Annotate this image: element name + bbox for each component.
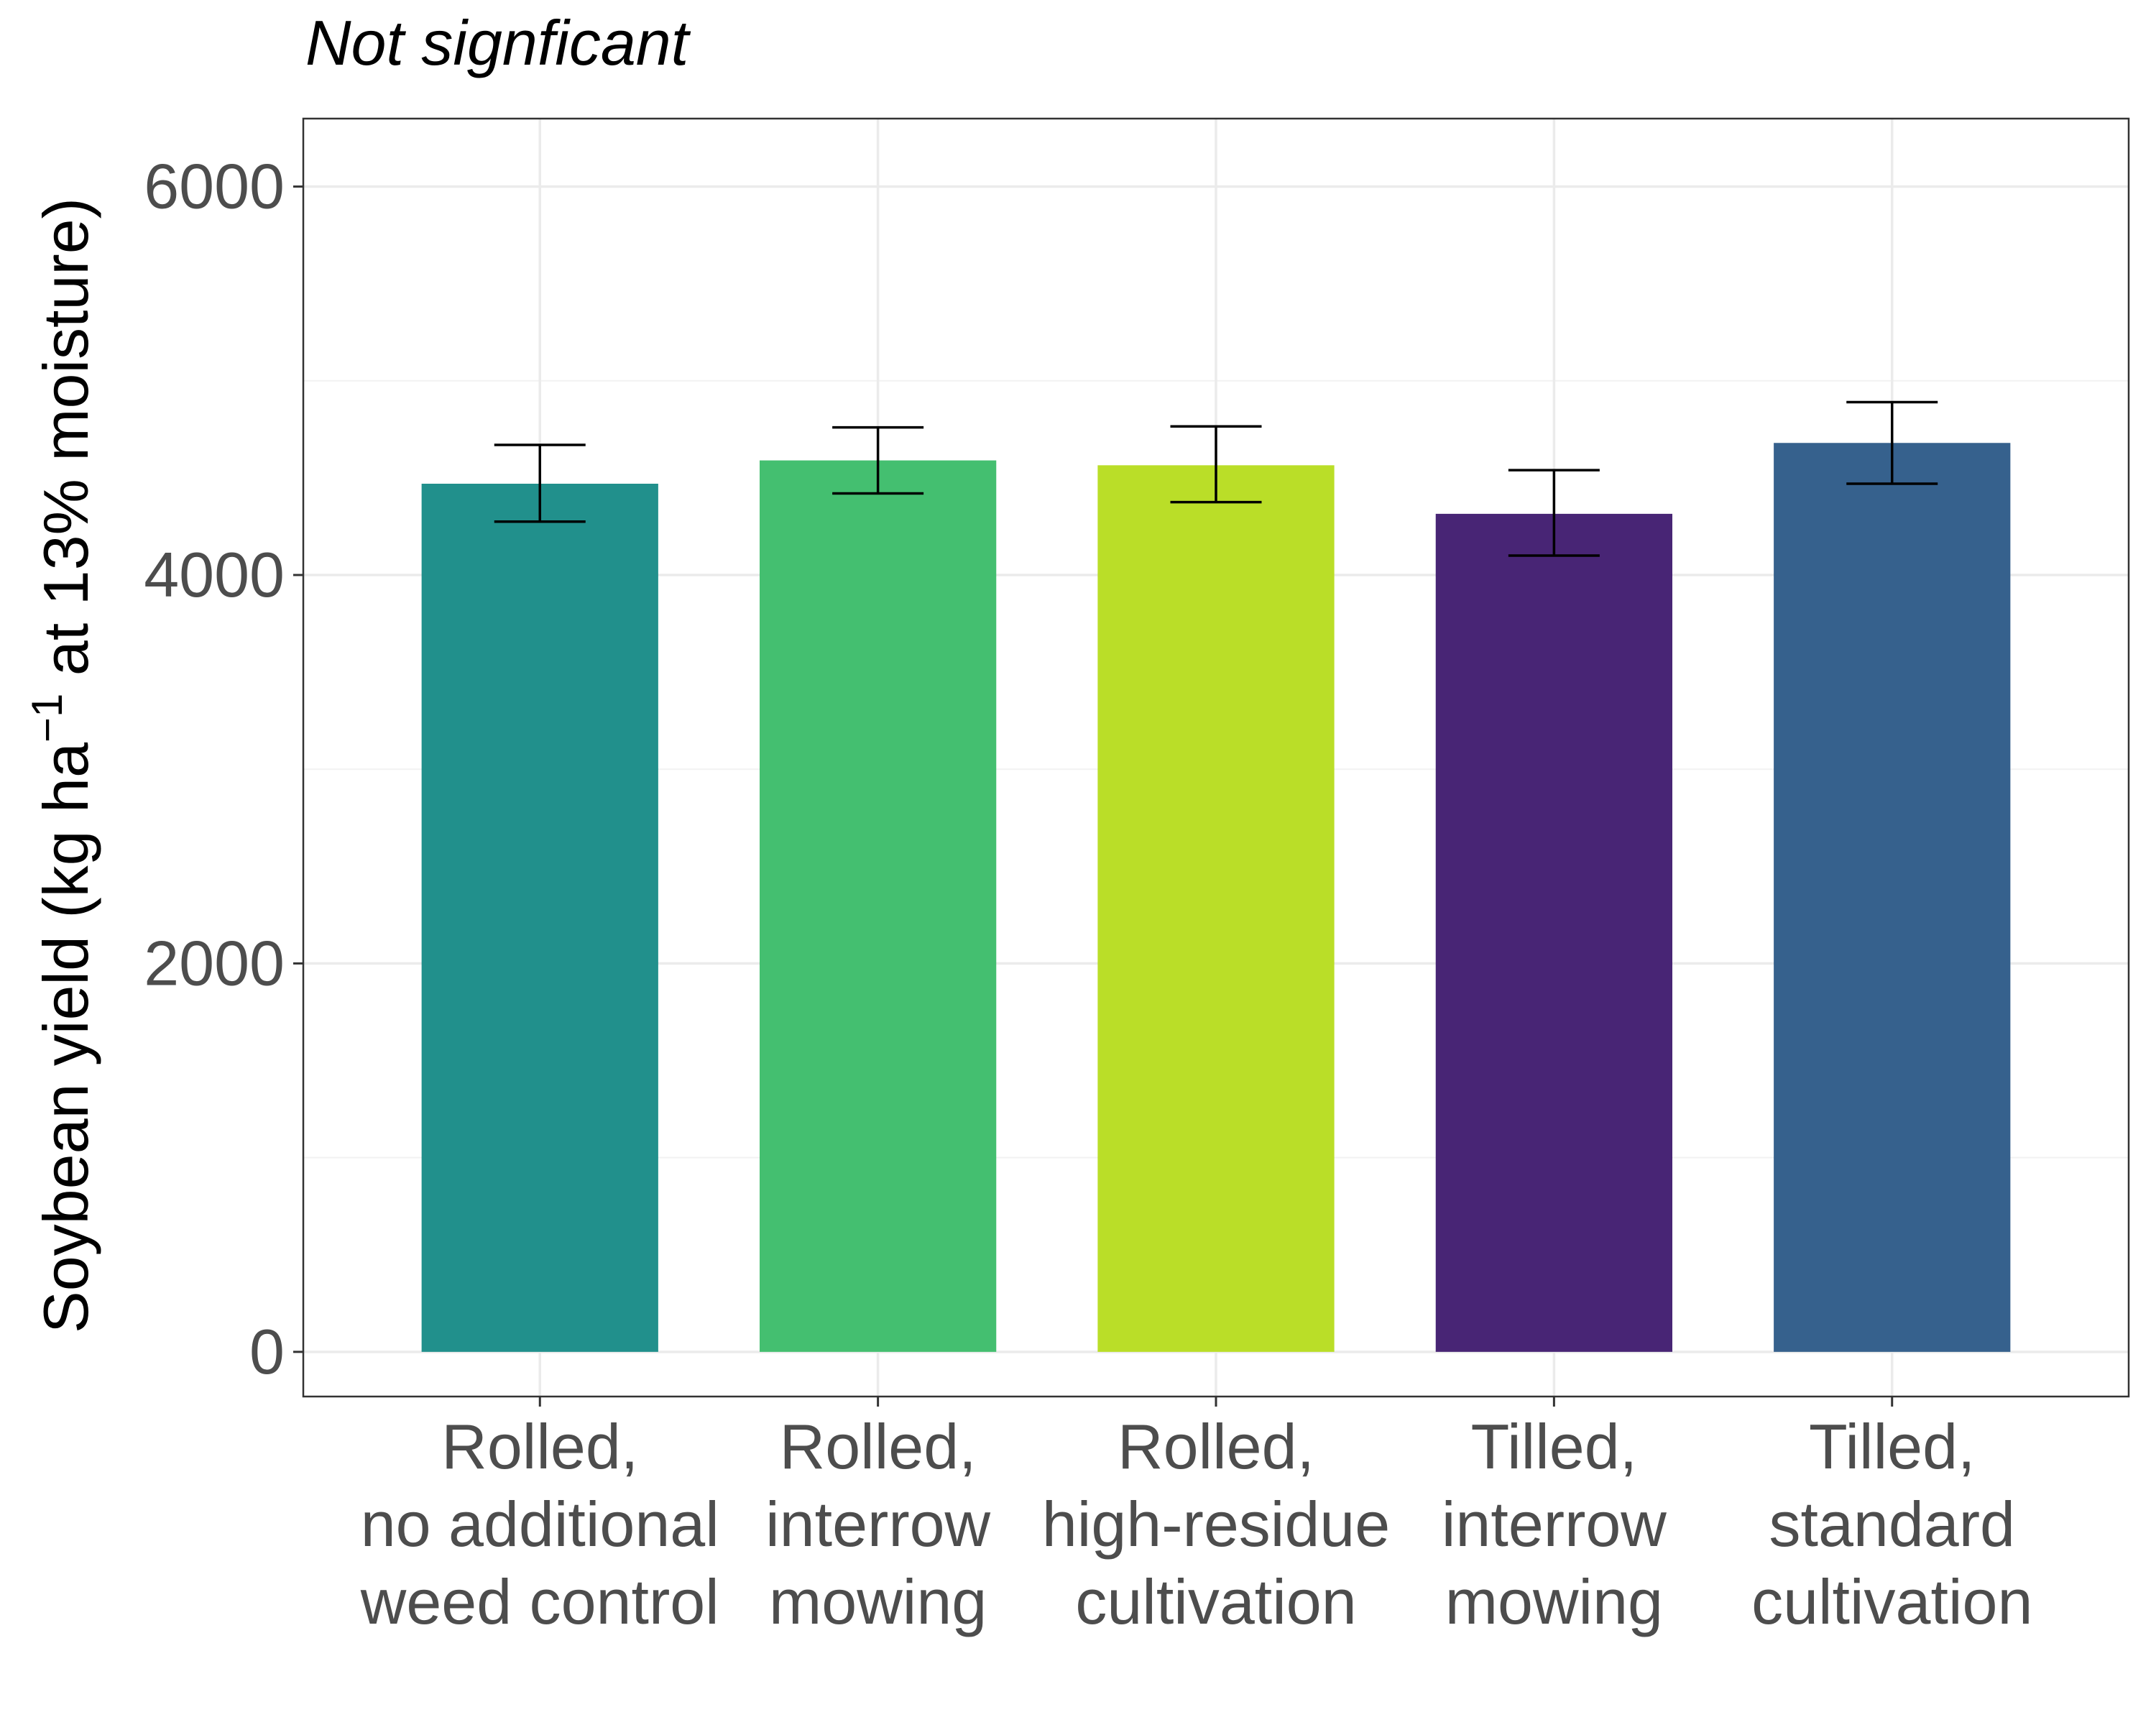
x-tick-label-line: Rolled,	[780, 1411, 977, 1482]
y-axis-label: Soybean yield (kg ha−1 at 13% moisture)	[23, 198, 101, 1333]
x-tick-label-line: interrow	[1442, 1489, 1667, 1560]
chart-title: Not signficant	[305, 7, 691, 78]
x-tick-label-line: mowing	[1445, 1566, 1663, 1637]
y-tick-label: 0	[249, 1316, 285, 1387]
y-tick-label: 2000	[144, 927, 285, 998]
x-tick-label-line: interrow	[765, 1489, 990, 1560]
error-bar	[1170, 425, 1262, 504]
error-bars	[494, 400, 1938, 557]
x-tick-label-line: standard	[1769, 1489, 2015, 1560]
error-bar	[1846, 400, 1938, 485]
x-tick-label-line: Tilled,	[1809, 1411, 1975, 1482]
x-tick-label-line: Tilled,	[1471, 1411, 1637, 1482]
error-bar	[1508, 469, 1600, 557]
x-tick-label-line: cultivation	[1075, 1566, 1356, 1637]
x-tick-label-line: no additional	[361, 1489, 719, 1560]
y-tick-label: 4000	[144, 539, 285, 610]
error-bar	[494, 443, 586, 523]
y-axis-label-suffix: at 13% moisture)	[30, 198, 101, 694]
x-tick-label: Rolled, interrow mowing	[765, 1411, 990, 1637]
bar	[421, 484, 658, 1352]
x-tick-label: Tilled, standard cultivation	[1751, 1411, 2032, 1637]
x-tick-label-line: Rolled,	[1118, 1411, 1314, 1482]
y-axis: 0 2000 4000 6000	[144, 151, 303, 1387]
bar	[1097, 465, 1335, 1352]
x-tick-label-line: high-residue	[1042, 1489, 1390, 1560]
x-tick-label-line: weed control	[360, 1566, 719, 1637]
error-bar	[832, 426, 924, 495]
x-tick-label: Tilled, interrow mowing	[1442, 1411, 1667, 1637]
bar	[760, 460, 997, 1352]
y-axis-label-main: Soybean yield (kg ha	[30, 742, 101, 1333]
x-tick-label-line: cultivation	[1751, 1566, 2032, 1637]
y-tick-label: 6000	[144, 151, 285, 222]
bar	[1435, 513, 1672, 1352]
x-tick-label-line: mowing	[769, 1566, 987, 1637]
x-tick-label: Rolled, high-residue cultivation	[1042, 1411, 1390, 1637]
y-axis-label-superscript: −1	[23, 694, 71, 742]
bars	[421, 443, 2011, 1352]
x-tick-label: Rolled, no additional weed control	[360, 1411, 719, 1637]
bar	[1774, 443, 2011, 1352]
x-tick-label-line: Rolled,	[441, 1411, 638, 1482]
